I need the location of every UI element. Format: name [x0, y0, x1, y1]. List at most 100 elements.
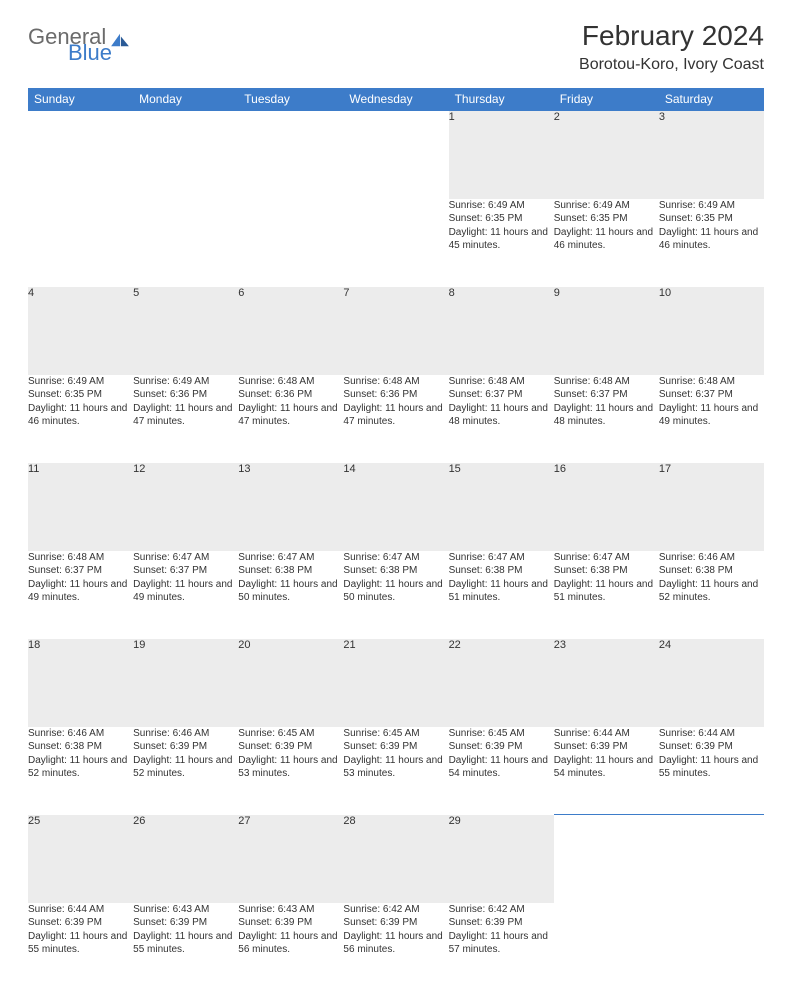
sunrise-line: Sunrise: 6:46 AM — [133, 727, 238, 741]
day-detail-cell: Sunrise: 6:48 AMSunset: 6:37 PMDaylight:… — [449, 375, 554, 463]
sunset-line: Sunset: 6:39 PM — [238, 740, 343, 754]
sunrise-line: Sunrise: 6:48 AM — [554, 375, 659, 389]
logo-text-blue: Blue — [68, 42, 132, 64]
weekday-header: Saturday — [659, 88, 764, 111]
daylight-line: Daylight: 11 hours and 52 minutes. — [133, 754, 238, 781]
daylight-line: Daylight: 11 hours and 49 minutes. — [28, 578, 133, 605]
sunrise-line: Sunrise: 6:48 AM — [449, 375, 554, 389]
daylight-line: Daylight: 11 hours and 55 minutes. — [28, 930, 133, 957]
daylight-line: Daylight: 11 hours and 46 minutes. — [554, 226, 659, 253]
day-detail-cell — [133, 199, 238, 287]
sunset-line: Sunset: 6:39 PM — [133, 916, 238, 930]
day-detail-cell: Sunrise: 6:44 AMSunset: 6:39 PMDaylight:… — [554, 727, 659, 815]
day-number-cell: 21 — [343, 639, 448, 727]
sunset-line: Sunset: 6:39 PM — [28, 916, 133, 930]
daylight-line: Daylight: 11 hours and 45 minutes. — [449, 226, 554, 253]
daynum-row: 2526272829 — [28, 815, 764, 903]
sunset-line: Sunset: 6:38 PM — [554, 564, 659, 578]
day-number-cell: 12 — [133, 463, 238, 551]
day-number-cell: 10 — [659, 287, 764, 375]
sunset-line: Sunset: 6:36 PM — [343, 388, 448, 402]
day-number-cell: 7 — [343, 287, 448, 375]
day-number-cell: 17 — [659, 463, 764, 551]
sunrise-line: Sunrise: 6:43 AM — [133, 903, 238, 917]
day-detail-cell: Sunrise: 6:45 AMSunset: 6:39 PMDaylight:… — [449, 727, 554, 815]
daynum-row: 45678910 — [28, 287, 764, 375]
day-detail-cell: Sunrise: 6:43 AMSunset: 6:39 PMDaylight:… — [133, 903, 238, 991]
day-number-cell: 15 — [449, 463, 554, 551]
detail-row: Sunrise: 6:48 AMSunset: 6:37 PMDaylight:… — [28, 551, 764, 639]
sunset-line: Sunset: 6:38 PM — [238, 564, 343, 578]
sunset-line: Sunset: 6:37 PM — [133, 564, 238, 578]
day-number-cell — [659, 815, 764, 903]
sunrise-line: Sunrise: 6:49 AM — [449, 199, 554, 213]
sunrise-line: Sunrise: 6:48 AM — [28, 551, 133, 565]
day-detail-cell: Sunrise: 6:48 AMSunset: 6:37 PMDaylight:… — [28, 551, 133, 639]
daynum-row: 11121314151617 — [28, 463, 764, 551]
daylight-line: Daylight: 11 hours and 48 minutes. — [554, 402, 659, 429]
sunrise-line: Sunrise: 6:44 AM — [28, 903, 133, 917]
sunrise-line: Sunrise: 6:46 AM — [659, 551, 764, 565]
weekday-header: Wednesday — [343, 88, 448, 111]
detail-row: Sunrise: 6:49 AMSunset: 6:35 PMDaylight:… — [28, 375, 764, 463]
daylight-line: Daylight: 11 hours and 56 minutes. — [238, 930, 343, 957]
sunset-line: Sunset: 6:39 PM — [554, 740, 659, 754]
day-number-cell — [133, 111, 238, 199]
sunrise-line: Sunrise: 6:43 AM — [238, 903, 343, 917]
day-detail-cell: Sunrise: 6:45 AMSunset: 6:39 PMDaylight:… — [343, 727, 448, 815]
sunrise-line: Sunrise: 6:48 AM — [238, 375, 343, 389]
sunrise-line: Sunrise: 6:42 AM — [343, 903, 448, 917]
day-number-cell: 16 — [554, 463, 659, 551]
day-detail-cell: Sunrise: 6:48 AMSunset: 6:37 PMDaylight:… — [659, 375, 764, 463]
sunset-line: Sunset: 6:36 PM — [133, 388, 238, 402]
day-detail-cell — [343, 199, 448, 287]
weekday-header: Friday — [554, 88, 659, 111]
day-detail-cell: Sunrise: 6:47 AMSunset: 6:37 PMDaylight:… — [133, 551, 238, 639]
day-detail-cell — [554, 903, 659, 991]
daylight-line: Daylight: 11 hours and 55 minutes. — [659, 754, 764, 781]
daylight-line: Daylight: 11 hours and 47 minutes. — [343, 402, 448, 429]
sunrise-line: Sunrise: 6:46 AM — [28, 727, 133, 741]
day-detail-cell: Sunrise: 6:49 AMSunset: 6:35 PMDaylight:… — [449, 199, 554, 287]
sunrise-line: Sunrise: 6:45 AM — [343, 727, 448, 741]
daylight-line: Daylight: 11 hours and 55 minutes. — [133, 930, 238, 957]
day-number-cell: 5 — [133, 287, 238, 375]
sunrise-line: Sunrise: 6:47 AM — [554, 551, 659, 565]
day-number-cell: 9 — [554, 287, 659, 375]
day-detail-cell: Sunrise: 6:48 AMSunset: 6:36 PMDaylight:… — [238, 375, 343, 463]
daylight-line: Daylight: 11 hours and 51 minutes. — [449, 578, 554, 605]
day-detail-cell: Sunrise: 6:48 AMSunset: 6:36 PMDaylight:… — [343, 375, 448, 463]
sunrise-line: Sunrise: 6:45 AM — [238, 727, 343, 741]
day-detail-cell: Sunrise: 6:49 AMSunset: 6:35 PMDaylight:… — [659, 199, 764, 287]
day-detail-cell: Sunrise: 6:44 AMSunset: 6:39 PMDaylight:… — [659, 727, 764, 815]
day-number-cell: 6 — [238, 287, 343, 375]
sunrise-line: Sunrise: 6:48 AM — [659, 375, 764, 389]
day-detail-cell: Sunrise: 6:49 AMSunset: 6:35 PMDaylight:… — [554, 199, 659, 287]
sunset-line: Sunset: 6:39 PM — [343, 740, 448, 754]
daylight-line: Daylight: 11 hours and 53 minutes. — [238, 754, 343, 781]
day-detail-cell — [238, 199, 343, 287]
sunrise-line: Sunrise: 6:47 AM — [238, 551, 343, 565]
day-detail-cell: Sunrise: 6:46 AMSunset: 6:39 PMDaylight:… — [133, 727, 238, 815]
day-number-cell: 18 — [28, 639, 133, 727]
daylight-line: Daylight: 11 hours and 56 minutes. — [343, 930, 448, 957]
detail-row: Sunrise: 6:44 AMSunset: 6:39 PMDaylight:… — [28, 903, 764, 991]
daynum-row: 18192021222324 — [28, 639, 764, 727]
day-detail-cell: Sunrise: 6:47 AMSunset: 6:38 PMDaylight:… — [554, 551, 659, 639]
sunset-line: Sunset: 6:39 PM — [238, 916, 343, 930]
weekday-header-row: Sunday Monday Tuesday Wednesday Thursday… — [28, 88, 764, 111]
daylight-line: Daylight: 11 hours and 49 minutes. — [133, 578, 238, 605]
day-detail-cell: Sunrise: 6:46 AMSunset: 6:38 PMDaylight:… — [659, 551, 764, 639]
day-number-cell — [28, 111, 133, 199]
logo: GeneralBlue — [28, 26, 132, 64]
day-number-cell: 28 — [343, 815, 448, 903]
detail-row: Sunrise: 6:49 AMSunset: 6:35 PMDaylight:… — [28, 199, 764, 287]
sunset-line: Sunset: 6:39 PM — [659, 740, 764, 754]
detail-row: Sunrise: 6:46 AMSunset: 6:38 PMDaylight:… — [28, 727, 764, 815]
sunset-line: Sunset: 6:38 PM — [28, 740, 133, 754]
day-detail-cell: Sunrise: 6:48 AMSunset: 6:37 PMDaylight:… — [554, 375, 659, 463]
sunset-line: Sunset: 6:39 PM — [133, 740, 238, 754]
sunset-line: Sunset: 6:38 PM — [343, 564, 448, 578]
sunrise-line: Sunrise: 6:44 AM — [554, 727, 659, 741]
daylight-line: Daylight: 11 hours and 52 minutes. — [28, 754, 133, 781]
